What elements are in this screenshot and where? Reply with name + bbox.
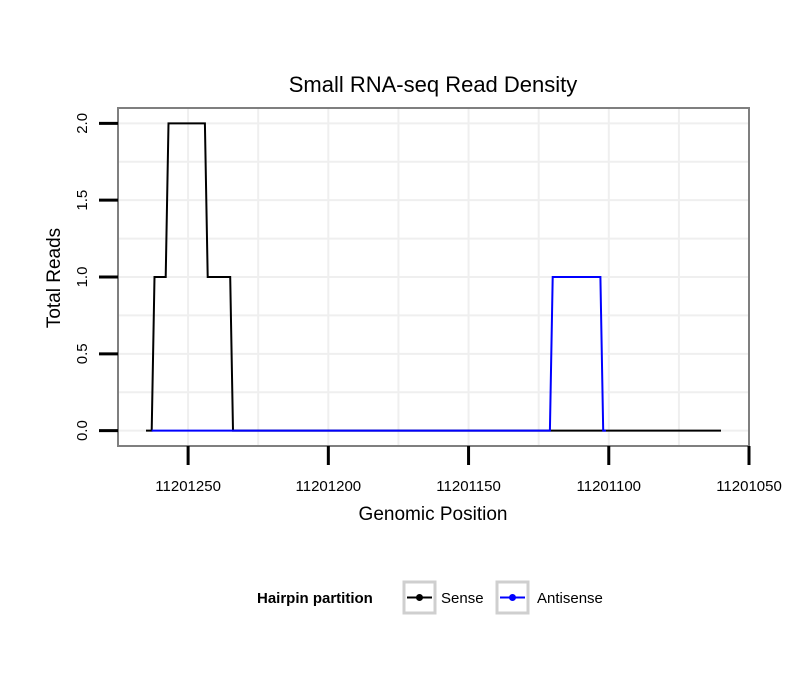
chart-title: Small RNA-seq Read Density bbox=[289, 72, 578, 97]
plot-panel bbox=[117, 107, 750, 447]
y-tick-label: 0.0 bbox=[74, 420, 91, 441]
x-tick-label: 11201200 bbox=[296, 478, 362, 495]
series-line-sense bbox=[146, 122, 721, 432]
legend-key bbox=[495, 580, 530, 615]
legend-title: Hairpin partition bbox=[257, 590, 373, 607]
y-axis-title: Total Reads bbox=[44, 228, 65, 328]
x-tick-label: 11201250 bbox=[155, 478, 221, 495]
y-axis: 0.0 0.5 1.0 1.5 2.0 bbox=[74, 113, 118, 441]
y-tick-label: 2.0 bbox=[74, 113, 91, 134]
x-tick-label: 11201150 bbox=[436, 478, 501, 495]
series-layer bbox=[146, 122, 721, 432]
x-axis-title: Genomic Position bbox=[359, 504, 508, 525]
legend-key bbox=[402, 580, 437, 615]
y-tick-label: 0.5 bbox=[74, 343, 91, 364]
y-tick-label: 1.0 bbox=[74, 267, 91, 288]
x-tick-label: 11201100 bbox=[577, 478, 642, 495]
legend-key-point bbox=[509, 594, 516, 601]
legend-label: Sense bbox=[441, 590, 484, 607]
series-line-antisense bbox=[151, 276, 606, 432]
legend-key-point bbox=[416, 594, 423, 601]
legend-label: Antisense bbox=[537, 590, 603, 607]
legend-items: Sense Antisense bbox=[402, 580, 603, 615]
x-tick-label: 11201050 bbox=[716, 478, 782, 495]
legend: Hairpin partition Sense Antisense bbox=[257, 580, 603, 615]
y-tick-label: 1.5 bbox=[74, 190, 91, 211]
x-axis: 11201250 11201200 11201150 11201100 11201050 bbox=[155, 446, 782, 495]
